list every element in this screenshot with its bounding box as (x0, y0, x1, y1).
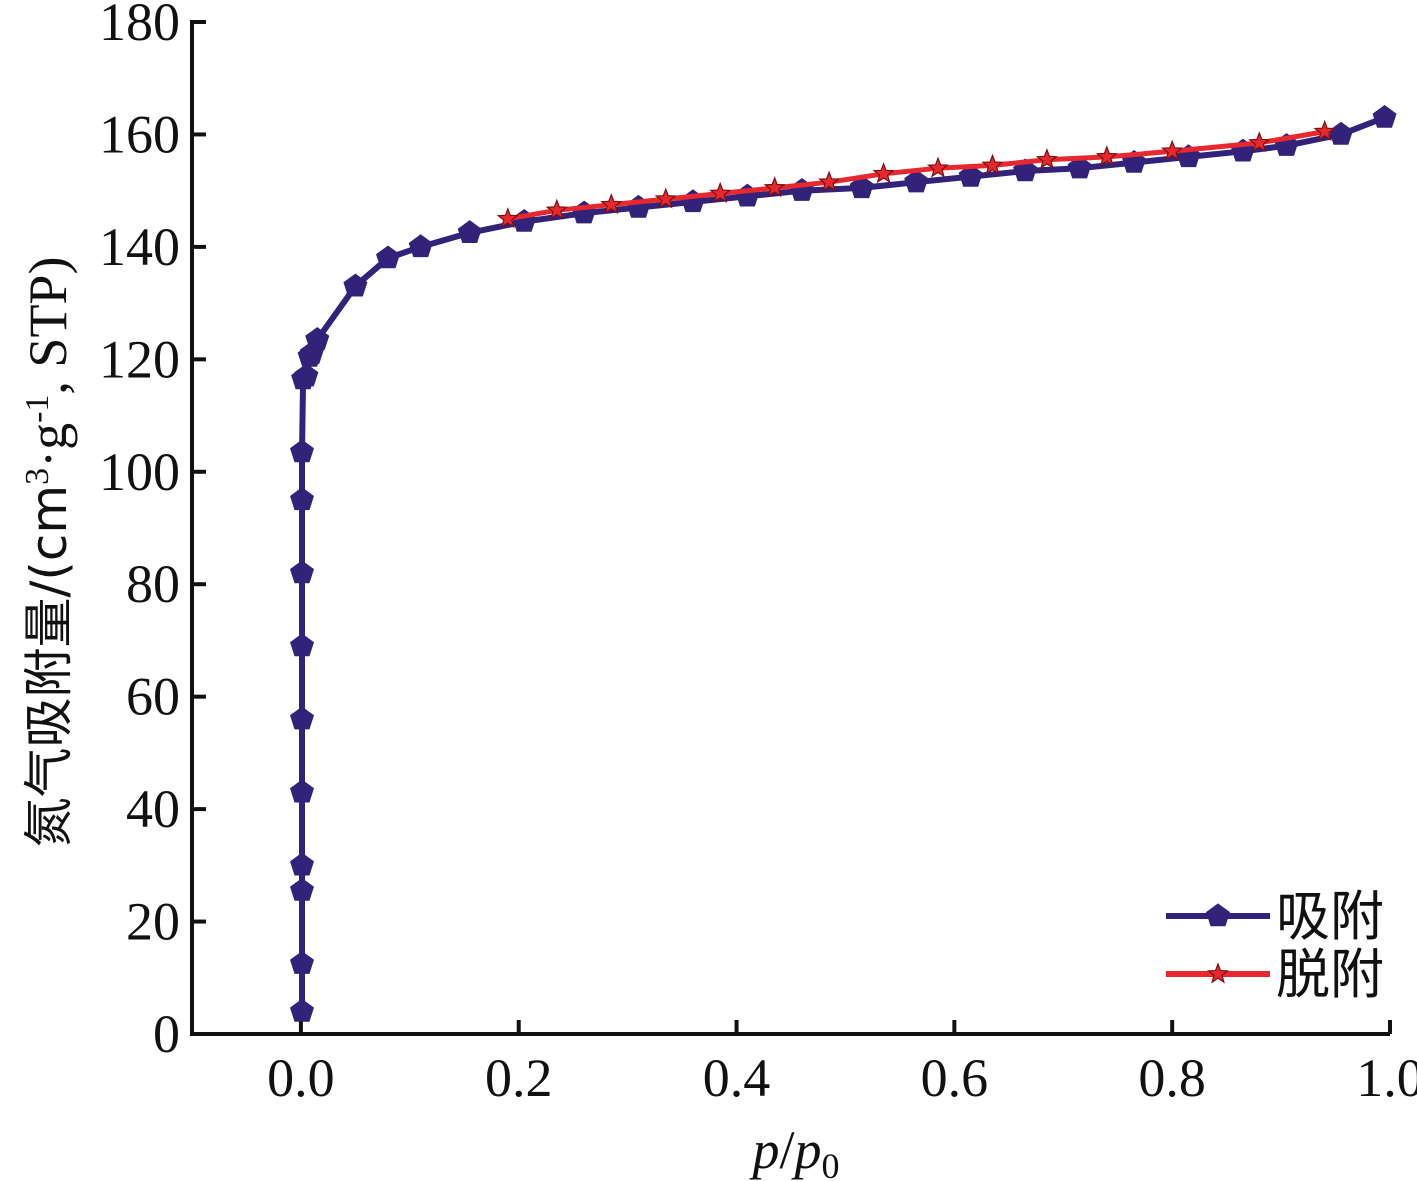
data-point (926, 156, 950, 178)
y-tick-label: 160 (99, 104, 180, 164)
data-point (1095, 145, 1118, 167)
y-tick-label: 60 (126, 667, 180, 727)
data-point (763, 176, 786, 198)
data-point (290, 633, 314, 657)
legend-swatch-marker (1206, 962, 1230, 984)
data-point (872, 162, 895, 184)
y-title-end: , STP) (18, 257, 78, 395)
y-ticks: 0 20 40 60 80 100 120 140 160 180 (99, 0, 206, 1064)
legend-label: 吸附 (1276, 885, 1384, 948)
legend-item: 吸附 (1166, 885, 1384, 948)
data-point (290, 779, 314, 803)
data-point (1313, 119, 1336, 142)
data-point (290, 560, 314, 584)
y-tick-label: 100 (99, 442, 180, 502)
x-title-sep: / (779, 1120, 794, 1180)
x-tick-label: 0.4 (703, 1048, 771, 1108)
legend-swatch-marker (1206, 903, 1230, 927)
data-point (343, 273, 368, 297)
y-title-main: 氮气吸附量/(cm (20, 485, 78, 848)
data-point (1067, 155, 1092, 179)
series-1 (290, 104, 1397, 1022)
series-2 (496, 119, 1336, 229)
y-tick-label: 80 (126, 554, 180, 614)
data-point (981, 153, 1004, 175)
data-point (290, 439, 314, 463)
data-point (305, 327, 330, 350)
data-point (408, 234, 433, 258)
y-axis-title: 氮气吸附量/(cm3·g-1, STP) (18, 257, 78, 848)
data-point (290, 877, 314, 901)
x-title-sub: 0 (822, 1146, 840, 1181)
data-point (290, 487, 314, 511)
y-tick-label: 40 (126, 779, 180, 839)
data-point (600, 193, 623, 215)
y-title-sup1: 3 (19, 468, 56, 485)
y-title-sup2: -1 (19, 395, 56, 423)
data-point (457, 220, 482, 243)
x-tick-label: 0.2 (485, 1048, 553, 1108)
data-point (545, 198, 569, 220)
data-point (294, 363, 319, 387)
y-title-mid: ·g (18, 423, 78, 468)
axes (190, 20, 1390, 1036)
data-point (1329, 121, 1353, 145)
data-point (849, 175, 874, 199)
legend-item: 脱附 (1166, 943, 1384, 1006)
data-point (904, 169, 929, 193)
data-point (1248, 131, 1271, 153)
data-point (376, 245, 400, 269)
legend-label: 脱附 (1276, 943, 1384, 1006)
x-title-p: p (748, 1120, 779, 1180)
x-title-p0: p (791, 1120, 822, 1180)
data-point (654, 187, 677, 209)
x-tick-label: 1.0 (1356, 1048, 1417, 1108)
y-tick-label: 180 (99, 0, 180, 52)
data-point (290, 706, 314, 730)
data-point (1372, 104, 1397, 128)
series-layer (290, 104, 1397, 1022)
data-point (958, 163, 983, 187)
x-ticks: 0.0 0.2 0.4 0.6 0.8 1.0 (267, 1020, 1417, 1108)
x-tick-label: 0.0 (267, 1048, 335, 1108)
series-line (299, 114, 1386, 1012)
y-tick-label: 140 (99, 217, 180, 277)
data-point (290, 852, 314, 876)
y-tick-label: 120 (99, 329, 180, 389)
data-point (496, 207, 519, 229)
y-tick-label: 0 (153, 1004, 180, 1064)
x-tick-label: 0.8 (1138, 1048, 1206, 1108)
y-tick-label: 20 (126, 892, 180, 952)
data-point (290, 951, 314, 974)
data-point (709, 181, 732, 203)
x-axis-title: p/p0 (748, 1120, 839, 1181)
data-point (290, 998, 314, 1022)
data-point (1035, 147, 1059, 170)
x-tick-label: 0.6 (921, 1048, 989, 1108)
data-point (817, 170, 841, 192)
data-point (1161, 139, 1184, 161)
